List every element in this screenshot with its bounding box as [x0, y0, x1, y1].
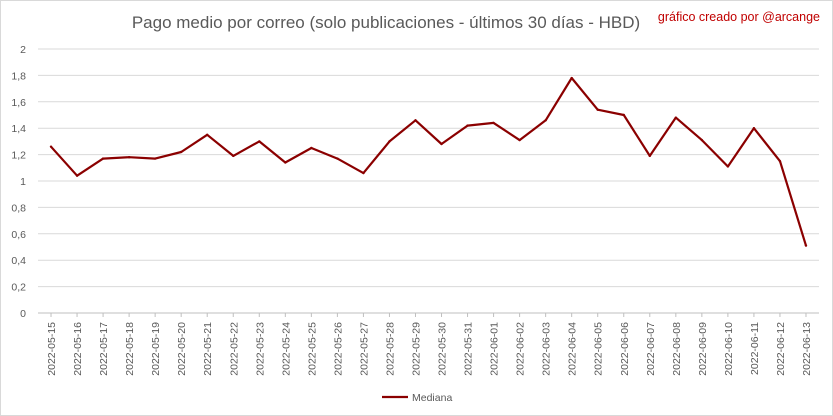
chart-title: Pago medio por correo (solo publicacione…: [131, 13, 641, 32]
data-point: [778, 160, 782, 163]
x-tick-label: 2022-05-18: [124, 322, 136, 376]
y-tick-label: 0,2: [11, 282, 26, 294]
data-point: [232, 154, 235, 158]
x-tick-label: 2022-05-24: [280, 322, 292, 376]
x-tick-label: 2022-05-31: [463, 322, 475, 376]
x-axis: 2022-05-15 2022-05-16 2022-05-17 2022-05-18…: [46, 313, 813, 376]
legend-label: Mediana: [412, 392, 452, 404]
y-tick-label: 0,4: [11, 255, 26, 267]
chart-credit: gráfico creado por @arcange: [657, 10, 820, 24]
x-tick-label: 2022-06-03: [541, 322, 553, 376]
x-tick-label: 2022-06-06: [619, 322, 631, 376]
data-point: [544, 119, 547, 122]
data-point: [336, 157, 339, 160]
x-tick-label: 2022-06-11: [749, 322, 761, 375]
x-tick-label: 2022-06-05: [593, 322, 605, 376]
data-point: [310, 146, 313, 150]
y-tick-label: 0,6: [11, 229, 26, 241]
data-point: [362, 171, 365, 175]
y-axis: 0 0,2 0,4 0,6 0,8 1 1,2 1,4 1,6 1,8 2: [11, 44, 26, 320]
data-point: [492, 121, 495, 125]
x-tick-label: 2022-05-28: [384, 322, 396, 376]
x-tick-label: 2022-06-08: [671, 322, 683, 376]
x-tick-label: 2022-06-01: [489, 322, 501, 376]
data-point: [284, 161, 287, 164]
x-tick-label: 2022-06-07: [645, 322, 657, 376]
x-tick-label: 2022-06-10: [723, 322, 735, 376]
grid-layer: [38, 48, 819, 314]
data-point: [804, 244, 808, 247]
x-tick-label: 2022-06-04: [567, 322, 579, 376]
y-tick-label: 1,6: [11, 97, 26, 109]
data-point: [153, 157, 157, 160]
data-point: [414, 119, 417, 122]
x-tick-label: 2022-05-23: [254, 322, 266, 376]
y-tick-label: 0,8: [11, 202, 26, 214]
y-tick-label: 0: [20, 308, 26, 320]
y-tick-label: 1,4: [11, 123, 26, 135]
data-point: [700, 138, 704, 142]
x-tick-label: 2022-05-17: [98, 322, 110, 376]
x-tick-label: 2022-05-27: [358, 322, 370, 376]
x-tick-label: 2022-05-30: [437, 322, 449, 376]
x-tick-label: 2022-05-16: [72, 322, 84, 376]
data-point: [206, 133, 209, 136]
data-point: [101, 157, 105, 160]
series-layer: [49, 76, 808, 247]
series-line-mediana: [50, 76, 808, 247]
data-point: [388, 140, 391, 143]
y-tick-label: 1,2: [11, 150, 26, 162]
data-point: [648, 154, 651, 158]
data-point: [622, 113, 625, 117]
data-point: [49, 145, 53, 148]
x-tick-label: 2022-05-22: [228, 322, 240, 376]
y-tick-label: 2: [20, 44, 26, 56]
legend: Mediana: [382, 392, 452, 404]
data-point: [570, 76, 573, 80]
data-point: [752, 127, 756, 130]
x-tick-label: 2022-06-09: [697, 322, 709, 376]
data-point: [466, 124, 469, 127]
y-tick-label: 1: [20, 176, 26, 188]
data-point: [726, 165, 730, 168]
data-point: [127, 156, 131, 159]
x-tick-label: 2022-05-29: [410, 322, 422, 376]
data-point: [179, 150, 183, 154]
x-tick-label: 2022-05-15: [46, 322, 58, 376]
data-point: [518, 138, 521, 142]
x-tick-label: 2022-05-26: [332, 322, 344, 376]
x-tick-label: 2022-06-13: [801, 322, 813, 376]
data-point: [674, 116, 678, 119]
data-point: [440, 142, 443, 146]
x-tick-label: 2022-06-12: [775, 322, 787, 376]
x-tick-label: 2022-05-19: [150, 322, 162, 376]
x-tick-label: 2022-05-20: [176, 322, 188, 376]
x-tick-label: 2022-05-21: [202, 322, 214, 376]
x-tick-label: 2022-05-25: [306, 322, 318, 376]
y-tick-label: 1,8: [11, 70, 26, 82]
data-point: [596, 108, 599, 111]
x-tick-label: 2022-06-02: [515, 322, 527, 376]
data-point: [75, 174, 79, 177]
data-point: [258, 140, 261, 143]
